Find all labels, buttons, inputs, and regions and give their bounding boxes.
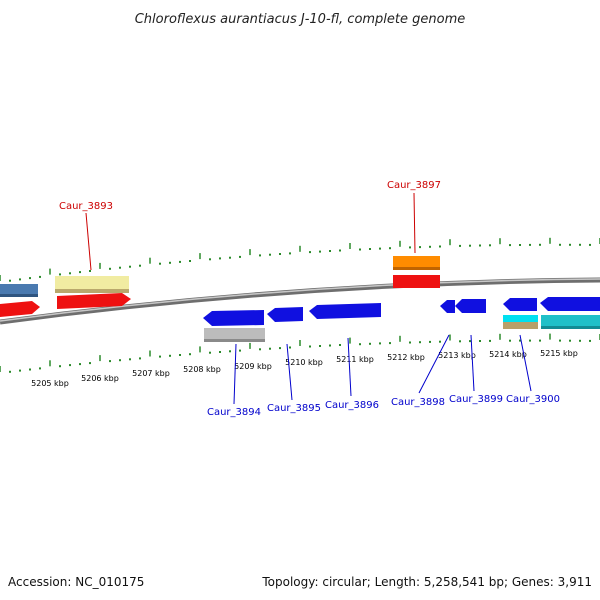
upper-scale-ticks [0, 237, 600, 282]
scale-label: 5210 kbp [285, 358, 323, 367]
gene-feature-caur-3898[interactable] [440, 300, 455, 313]
scale-label: 5208 kbp [183, 365, 221, 374]
accession-text: Accession: NC_010175 [8, 575, 144, 589]
gene-feature-gray[interactable] [204, 328, 265, 342]
leader-line-caur-3900 [519, 334, 532, 392]
gene-feature-caur-3893-shade [55, 289, 129, 293]
gene-feature-caur-3894[interactable] [203, 310, 264, 326]
gene-label-caur-3900[interactable]: Caur_3900 [506, 394, 560, 405]
gene-label-caur-3895[interactable]: Caur_3895 [267, 403, 321, 414]
gene-feature-red[interactable] [393, 275, 440, 288]
gene-label-caur-3893[interactable]: Caur_3893 [59, 201, 113, 212]
gene-label-caur-3897[interactable]: Caur_3897 [387, 180, 441, 191]
gene-feature-tan[interactable] [503, 322, 538, 329]
genome-title: Chloroflexus aurantiacus J-10-fl, comple… [135, 12, 466, 27]
scale-label: 5209 kbp [234, 362, 272, 371]
genome-backbone [0, 277, 600, 325]
gene-feature-caur-3896[interactable] [309, 303, 381, 319]
label-leader-lines [85, 192, 532, 405]
scale-label: 5211 kbp [336, 355, 374, 364]
scale-label: 5212 kbp [387, 353, 425, 362]
gene-labels: Caur_3893 Caur_3897 Caur_3894 Caur_3895 … [59, 180, 560, 418]
scale-label: 5206 kbp [81, 374, 119, 383]
genome-stats-text: Topology: circular; Length: 5,258,541 bp… [261, 575, 592, 589]
forward-strand-features [0, 256, 440, 317]
gene-feature-caur-3895[interactable] [267, 307, 303, 322]
gene-label-caur-3896[interactable]: Caur_3896 [325, 400, 379, 411]
gene-feature-caur-3899[interactable] [455, 299, 486, 313]
gene-feature-cyan[interactable] [503, 315, 538, 322]
leader-line-caur-3896 [347, 337, 352, 397]
leader-line-caur-3897 [413, 192, 416, 254]
gene-feature-caur-3893[interactable] [55, 276, 129, 292]
gene-label-caur-3894[interactable]: Caur_3894 [207, 407, 261, 418]
scale-label: 5215 kbp [540, 349, 578, 358]
gene-feature-red[interactable] [0, 301, 40, 317]
gene-label-caur-3898[interactable]: Caur_3898 [391, 397, 445, 408]
gene-feature-caur-3897-shade [393, 267, 440, 270]
gene-feature-caur-3897[interactable] [393, 256, 440, 270]
scale-labels: 5205 kbp 5206 kbp 5207 kbp 5208 kbp 5209… [31, 349, 578, 388]
gene-label-caur-3899[interactable]: Caur_3899 [449, 394, 503, 405]
scale-label: 5214 kbp [489, 350, 527, 359]
gene-feature-gray-shade [204, 339, 265, 342]
scale-label: 5207 kbp [132, 369, 170, 378]
scale-label: 5205 kbp [31, 379, 69, 388]
leader-line-caur-3895 [286, 343, 293, 401]
gene-feature-teal[interactable] [541, 315, 600, 329]
gene-feature-teal-shade [541, 326, 600, 329]
scale-label: 5213 kbp [438, 351, 476, 360]
gene-feature-caur-3900[interactable] [503, 298, 537, 311]
gene-feature-steelblue[interactable] [0, 284, 38, 297]
lower-scale-ticks [0, 333, 600, 373]
genome-backbone-highlight [0, 278, 600, 322]
reverse-strand-features [203, 297, 600, 342]
gene-feature-red[interactable] [57, 293, 131, 309]
leader-line-caur-3894 [233, 343, 237, 405]
gene-feature-steelblue-shade [0, 294, 38, 297]
leader-line-caur-3899 [470, 334, 475, 392]
gene-feature-blue[interactable] [540, 297, 600, 311]
leader-line-caur-3898 [418, 334, 450, 394]
leader-line-caur-3893 [85, 212, 92, 271]
